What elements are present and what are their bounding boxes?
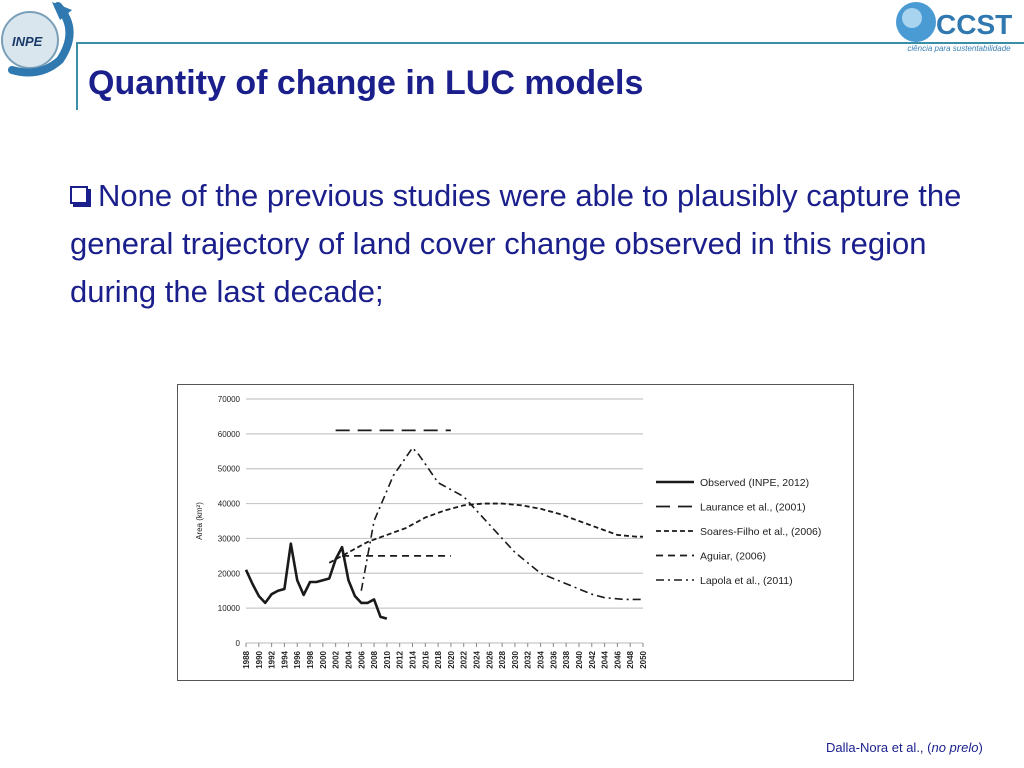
x-tick-label: 1988 [242, 650, 251, 668]
x-tick-label: 2022 [460, 650, 469, 668]
x-tick-label: 2024 [473, 650, 482, 668]
x-tick-label: 2004 [344, 650, 353, 668]
y-tick-label: 60000 [218, 430, 241, 439]
ccst-logo-caption: ciência para sustentabilidade [907, 44, 1011, 53]
citation: Dalla-Nora et al., (no prelo) [826, 740, 983, 755]
x-tick-label: 2012 [396, 650, 405, 668]
x-tick-label: 2030 [511, 650, 520, 668]
x-tick-label: 1992 [268, 650, 277, 668]
y-tick-label: 40000 [218, 500, 241, 509]
x-tick-label: 2014 [408, 650, 417, 668]
x-tick-label: 2020 [447, 650, 456, 668]
x-tick-label: 2038 [562, 650, 571, 668]
x-tick-label: 2008 [370, 650, 379, 668]
checkbox-bullet-icon [70, 186, 88, 204]
x-tick-label: 2016 [421, 650, 430, 668]
y-tick-label: 30000 [218, 534, 241, 543]
y-axis-label: Area (km²) [195, 502, 204, 540]
series-line-3 [328, 502, 643, 564]
y-tick-label: 20000 [218, 569, 241, 578]
series-line-1 [244, 542, 388, 620]
x-tick-label: 2006 [357, 650, 366, 668]
x-tick-label: 2028 [498, 650, 507, 668]
ccst-logo-text: CCST [936, 9, 1012, 40]
y-tick-label: 0 [236, 639, 241, 648]
y-tick-label: 70000 [218, 395, 241, 404]
inpe-logo-text: INPE [12, 34, 43, 49]
x-tick-label: 2002 [332, 650, 341, 668]
legend-label-2: Laurance et al., (2001) [700, 502, 806, 514]
bullet-point: None of the previous studies were able t… [70, 172, 970, 316]
series-line-5 [360, 446, 643, 601]
x-tick-label: 2036 [549, 650, 558, 668]
x-tick-label: 1994 [280, 650, 289, 668]
legend-label-1: Observed (INPE, 2012) [700, 477, 809, 489]
inpe-logo: INPE [0, 0, 90, 80]
legend-label-4: Aguiar, (2006) [700, 551, 766, 563]
y-tick-label: 10000 [218, 604, 241, 613]
x-tick-label: 2044 [601, 650, 610, 668]
x-tick-label: 1990 [255, 650, 264, 668]
header-vertical-rule [76, 42, 78, 110]
x-tick-label: 2050 [639, 650, 648, 668]
x-tick-label: 2040 [575, 650, 584, 668]
header-rule [76, 42, 1024, 44]
x-tick-label: 1998 [306, 650, 315, 668]
x-tick-label: 2032 [524, 650, 533, 668]
x-tick-label: 2048 [626, 650, 635, 668]
x-tick-label: 2010 [383, 650, 392, 668]
x-tick-label: 2034 [537, 650, 546, 668]
y-tick-label: 50000 [218, 465, 241, 474]
x-tick-label: 2000 [319, 650, 328, 668]
chart-frame: 0 10000 20000 30000 40000 50000 60000 70000 1988… [177, 384, 854, 681]
citation-suffix: ) [978, 740, 983, 755]
bullet-text: None of the previous studies were able t… [70, 178, 962, 309]
x-tick-label: 2018 [434, 650, 443, 668]
x-tick-label: 2026 [485, 650, 494, 668]
slide-title: Quantity of change in LUC models [88, 64, 644, 102]
x-tick-label: 2046 [613, 650, 622, 668]
ccst-logo: CCST [888, 0, 1018, 55]
x-tick-label: 2042 [588, 650, 597, 668]
legend-label-3: Soares-Filho et al., (2006) [700, 526, 821, 538]
line-chart: 0 10000 20000 30000 40000 50000 60000 70000 1988… [195, 395, 821, 669]
x-tick-label: 1996 [293, 650, 302, 668]
citation-italic: no prelo [931, 740, 979, 755]
citation-prefix: Dalla-Nora et al., ( [826, 740, 932, 755]
legend-label-5: Lapola et al., (2011) [700, 575, 793, 587]
